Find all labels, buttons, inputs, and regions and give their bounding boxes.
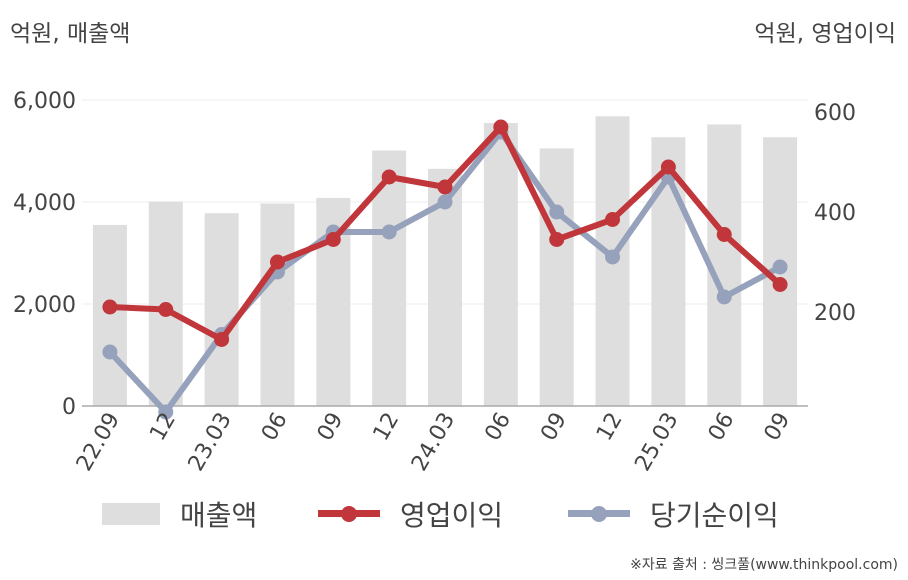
x-tick-label: 22.09 (72, 409, 125, 476)
bar-revenue (260, 203, 295, 406)
y-right-tick-label: 400 (814, 201, 856, 226)
x-tick-label: 25.03 (630, 409, 683, 476)
data-source: ※자료 출처 : 씽크풀(www.thinkpool.com) (630, 557, 898, 573)
legend-swatch-net-income (568, 503, 630, 525)
point-operating-profit (158, 302, 174, 317)
point-net-income (605, 249, 621, 265)
legend-label-net-income: 당기순이익 (650, 499, 779, 532)
point-net-income (716, 289, 732, 305)
point-operating-profit (269, 254, 285, 270)
x-tick-label: 06 (704, 409, 740, 446)
y-right-tick-label: 200 (814, 301, 856, 326)
point-operating-profit (549, 232, 565, 247)
x-tick-label: 09 (313, 409, 349, 446)
bar-revenue (92, 224, 127, 406)
y-left-tick-label: 2,000 (13, 293, 76, 318)
x-tick-label: 12 (369, 409, 405, 446)
point-net-income (102, 344, 118, 360)
x-tick-label: 23.03 (184, 409, 237, 476)
point-operating-profit (605, 212, 621, 227)
x-tick-label: 09 (760, 409, 796, 446)
y-left-tick-label: 4,000 (13, 191, 76, 216)
point-operating-profit (325, 232, 341, 247)
y-right-tick-label: 600 (814, 101, 856, 126)
point-net-income (549, 204, 565, 220)
legend-swatch-operating-profit (318, 503, 380, 525)
bar-revenue (204, 213, 239, 406)
x-tick-label: 12 (145, 409, 181, 446)
y-left-tick-label: 0 (62, 395, 76, 420)
x-tick-label: 06 (480, 409, 516, 446)
y-left-tick-label: 6,000 (13, 89, 76, 114)
legend-item-net-income: 당기순이익 (568, 494, 779, 534)
legend-swatch-revenue (102, 503, 160, 525)
bar-revenue (707, 124, 742, 406)
point-operating-profit (102, 299, 118, 315)
right-axis-unit: 억원, 영업이익 (754, 21, 896, 47)
x-tick-label: 12 (592, 409, 628, 446)
bar-revenue (539, 148, 574, 406)
point-operating-profit (772, 277, 788, 292)
x-tick-label: 06 (257, 409, 293, 446)
point-operating-profit (381, 169, 397, 185)
point-net-income (772, 259, 788, 275)
legend-item-operating-profit: 영업이익 (318, 494, 503, 534)
legend-label-operating-profit: 영업이익 (400, 499, 504, 532)
point-operating-profit (493, 119, 509, 135)
point-net-income (437, 194, 453, 210)
point-net-income (158, 404, 174, 420)
point-operating-profit (437, 179, 453, 195)
left-axis-unit: 억원, 매출액 (10, 21, 131, 47)
bar-revenue (483, 122, 518, 406)
x-tick-label: 24.03 (407, 409, 460, 476)
point-operating-profit (214, 332, 230, 347)
point-operating-profit (716, 227, 732, 242)
legend-label-revenue: 매출액 (180, 499, 258, 532)
legend-item-revenue: 매출액 (102, 494, 257, 534)
point-operating-profit (660, 159, 676, 175)
point-net-income (381, 224, 397, 240)
x-tick-label: 09 (536, 409, 572, 446)
